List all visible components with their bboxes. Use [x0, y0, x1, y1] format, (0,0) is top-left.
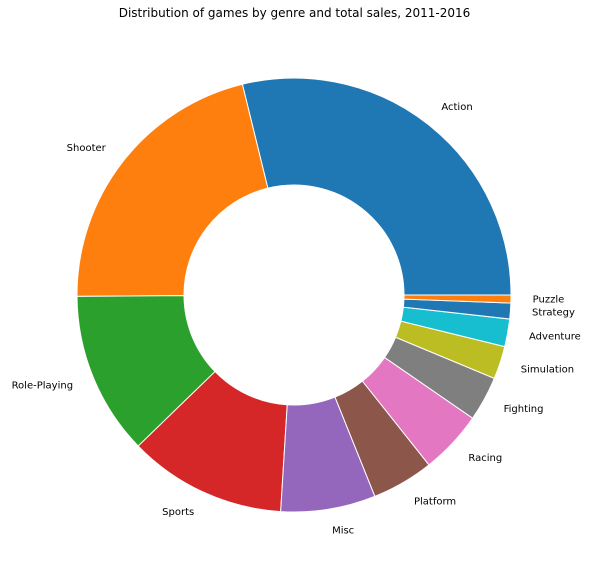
label-sports: Sports: [162, 507, 194, 518]
chart-title: Distribution of games by genre and total…: [119, 6, 471, 20]
label-adventure: Adventure: [529, 332, 581, 343]
label-misc: Misc: [332, 526, 354, 537]
label-platform: Platform: [414, 496, 456, 507]
label-simulation: Simulation: [521, 364, 574, 375]
wedge-group: [76, 77, 512, 513]
label-fighting: Fighting: [504, 404, 544, 415]
label-strategy: Strategy: [532, 308, 575, 319]
label-racing: Racing: [468, 453, 502, 464]
label-action: Action: [441, 102, 472, 113]
label-puzzle: Puzzle: [533, 294, 565, 305]
label-shooter: Shooter: [67, 143, 107, 154]
label-role-playing: Role-Playing: [12, 380, 73, 391]
wedge-action: [241, 77, 512, 296]
wedge-puzzle: [403, 294, 512, 304]
label-group: Action Shooter Role-Playing Sports Misc Platf…: [12, 102, 581, 536]
wedge-shooter: [76, 83, 269, 297]
